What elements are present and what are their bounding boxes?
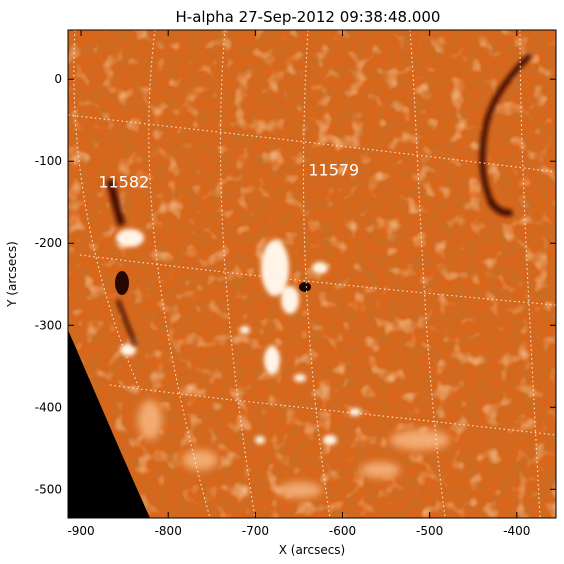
y-tick-label: -300 [35, 318, 62, 332]
region-label-11582: 11582 [98, 173, 149, 192]
x-tick-label: -700 [242, 524, 269, 538]
y-axis-ticks: 0 -100 -200 -300 -400 -500 [35, 72, 556, 496]
x-axis-ticks: -900 -800 -700 -600 -500 -400 [67, 30, 530, 538]
region-label-11579: 11579 [308, 160, 359, 179]
sunspot-11582 [115, 271, 129, 295]
x-tick-label: -500 [416, 524, 443, 538]
y-axis-label: Y (arcsecs) [5, 241, 19, 308]
x-tick-label: -400 [503, 524, 530, 538]
filament-east [479, 52, 533, 207]
y-tick-label: -400 [35, 400, 62, 414]
filaments [106, 52, 533, 346]
y-tick-label: -200 [35, 236, 62, 250]
x-tick-label: -800 [155, 524, 182, 538]
off-limb-space [68, 330, 150, 518]
filament-tail [486, 198, 514, 217]
image-area: 11582 11579 [68, 30, 556, 518]
x-axis-label: X (arcsecs) [279, 543, 346, 557]
heliographic-grid [68, 30, 556, 518]
plot-frame [67, 29, 557, 519]
chromospheric-network [68, 30, 556, 518]
x-tick-label: -600 [329, 524, 356, 538]
y-tick-label: -500 [35, 482, 62, 496]
filament-11582 [106, 179, 126, 227]
y-tick-label: 0 [54, 72, 62, 86]
faint-plage [138, 400, 450, 498]
sunspots [115, 271, 311, 295]
sunspot-11579 [299, 282, 311, 292]
x-tick-label: -900 [67, 524, 94, 538]
plage-regions [116, 229, 361, 445]
plot-title: H-alpha 27-Sep-2012 09:38:48.000 [176, 8, 441, 26]
y-tick-label: -100 [35, 154, 62, 168]
